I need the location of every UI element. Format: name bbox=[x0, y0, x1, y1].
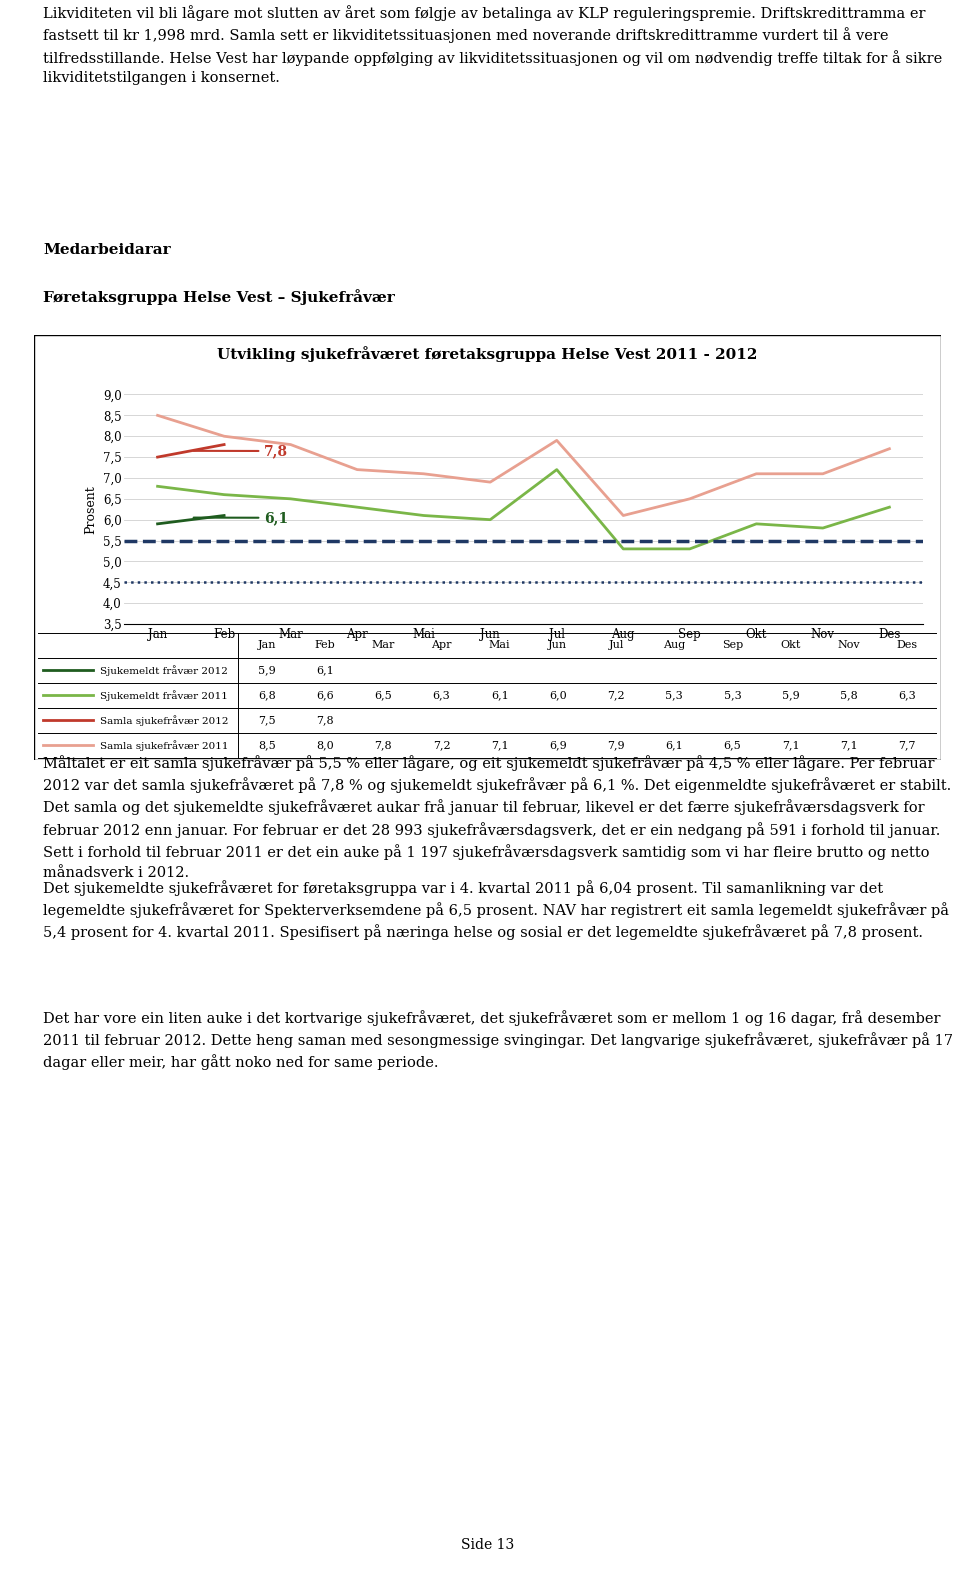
Text: 6,5: 6,5 bbox=[724, 741, 741, 750]
Text: 7,7: 7,7 bbox=[899, 741, 916, 750]
Text: 6,8: 6,8 bbox=[258, 690, 276, 700]
Text: Feb: Feb bbox=[315, 640, 335, 649]
Text: Medarbeidarar: Medarbeidarar bbox=[43, 243, 171, 257]
Text: 5,3: 5,3 bbox=[665, 690, 684, 700]
Text: 8,0: 8,0 bbox=[316, 741, 334, 750]
Text: Jul: Jul bbox=[609, 640, 624, 649]
Text: Føretaksgruppa Helse Vest – Sjukefråvær: Føretaksgruppa Helse Vest – Sjukefråvær bbox=[43, 290, 395, 306]
Text: 6,1: 6,1 bbox=[491, 690, 509, 700]
Text: 5,9: 5,9 bbox=[258, 665, 276, 675]
Text: 6,1: 6,1 bbox=[316, 665, 334, 675]
Text: Det sjukemeldte sjukefråværet for føretaksgruppa var i 4. kvartal 2011 på 6,04 p: Det sjukemeldte sjukefråværet for føreta… bbox=[43, 879, 949, 941]
Text: 7,8: 7,8 bbox=[374, 741, 392, 750]
Text: Jun: Jun bbox=[548, 640, 567, 649]
Text: 7,8: 7,8 bbox=[316, 716, 334, 725]
Text: Side 13: Side 13 bbox=[461, 1538, 514, 1552]
Text: 8,5: 8,5 bbox=[258, 741, 276, 750]
Text: Måltalet er eit samla sjukefråvær på 5,5 % eller lågare, og eit sjukemeldt sjuke: Måltalet er eit samla sjukefråvær på 5,5… bbox=[43, 755, 951, 879]
Text: Apr: Apr bbox=[431, 640, 452, 649]
Text: Nov: Nov bbox=[838, 640, 860, 649]
Text: Des: Des bbox=[897, 640, 918, 649]
Text: 7,1: 7,1 bbox=[491, 741, 509, 750]
Text: 6,6: 6,6 bbox=[316, 690, 334, 700]
Text: 7,5: 7,5 bbox=[258, 716, 276, 725]
Text: 7,9: 7,9 bbox=[608, 741, 625, 750]
Text: 6,9: 6,9 bbox=[549, 741, 566, 750]
Text: 7,1: 7,1 bbox=[782, 741, 800, 750]
Text: 5,9: 5,9 bbox=[781, 690, 800, 700]
Text: 7,1: 7,1 bbox=[840, 741, 857, 750]
Text: Sjukemeldt fråvær 2012: Sjukemeldt fråvær 2012 bbox=[100, 665, 228, 676]
Text: 7,8: 7,8 bbox=[194, 444, 288, 459]
Text: Jan: Jan bbox=[257, 640, 276, 649]
Text: Aug: Aug bbox=[663, 640, 685, 649]
Text: Mai: Mai bbox=[489, 640, 511, 649]
Text: Det har vore ein liten auke i det kortvarige sjukefråværet, det sjukefråværet so: Det har vore ein liten auke i det kortva… bbox=[43, 1010, 953, 1070]
Text: Samla sjukefråvær 2012: Samla sjukefråvær 2012 bbox=[100, 716, 228, 725]
Text: Likviditeten vil bli lågare mot slutten av året som følgje av betalinga av KLP r: Likviditeten vil bli lågare mot slutten … bbox=[43, 5, 943, 85]
Text: 7,2: 7,2 bbox=[608, 690, 625, 700]
Text: Sep: Sep bbox=[722, 640, 743, 649]
Text: 6,1: 6,1 bbox=[665, 741, 684, 750]
Text: Okt: Okt bbox=[780, 640, 801, 649]
Text: 6,3: 6,3 bbox=[433, 690, 450, 700]
Text: 6,5: 6,5 bbox=[374, 690, 392, 700]
Text: Mar: Mar bbox=[372, 640, 395, 649]
Text: 5,8: 5,8 bbox=[840, 690, 858, 700]
Text: 6,0: 6,0 bbox=[549, 690, 566, 700]
Text: Samla sjukefråvær 2011: Samla sjukefråvær 2011 bbox=[100, 741, 228, 750]
Y-axis label: Prosent: Prosent bbox=[84, 485, 97, 534]
Text: Utvikling sjukefråværet føretaksgruppa Helse Vest 2011 - 2012: Utvikling sjukefråværet føretaksgruppa H… bbox=[217, 345, 757, 361]
Text: 6,3: 6,3 bbox=[899, 690, 916, 700]
Text: 6,1: 6,1 bbox=[194, 511, 288, 525]
Text: 5,3: 5,3 bbox=[724, 690, 741, 700]
Text: Sjukemeldt fråvær 2011: Sjukemeldt fråvær 2011 bbox=[100, 690, 228, 701]
Text: 7,2: 7,2 bbox=[433, 741, 450, 750]
